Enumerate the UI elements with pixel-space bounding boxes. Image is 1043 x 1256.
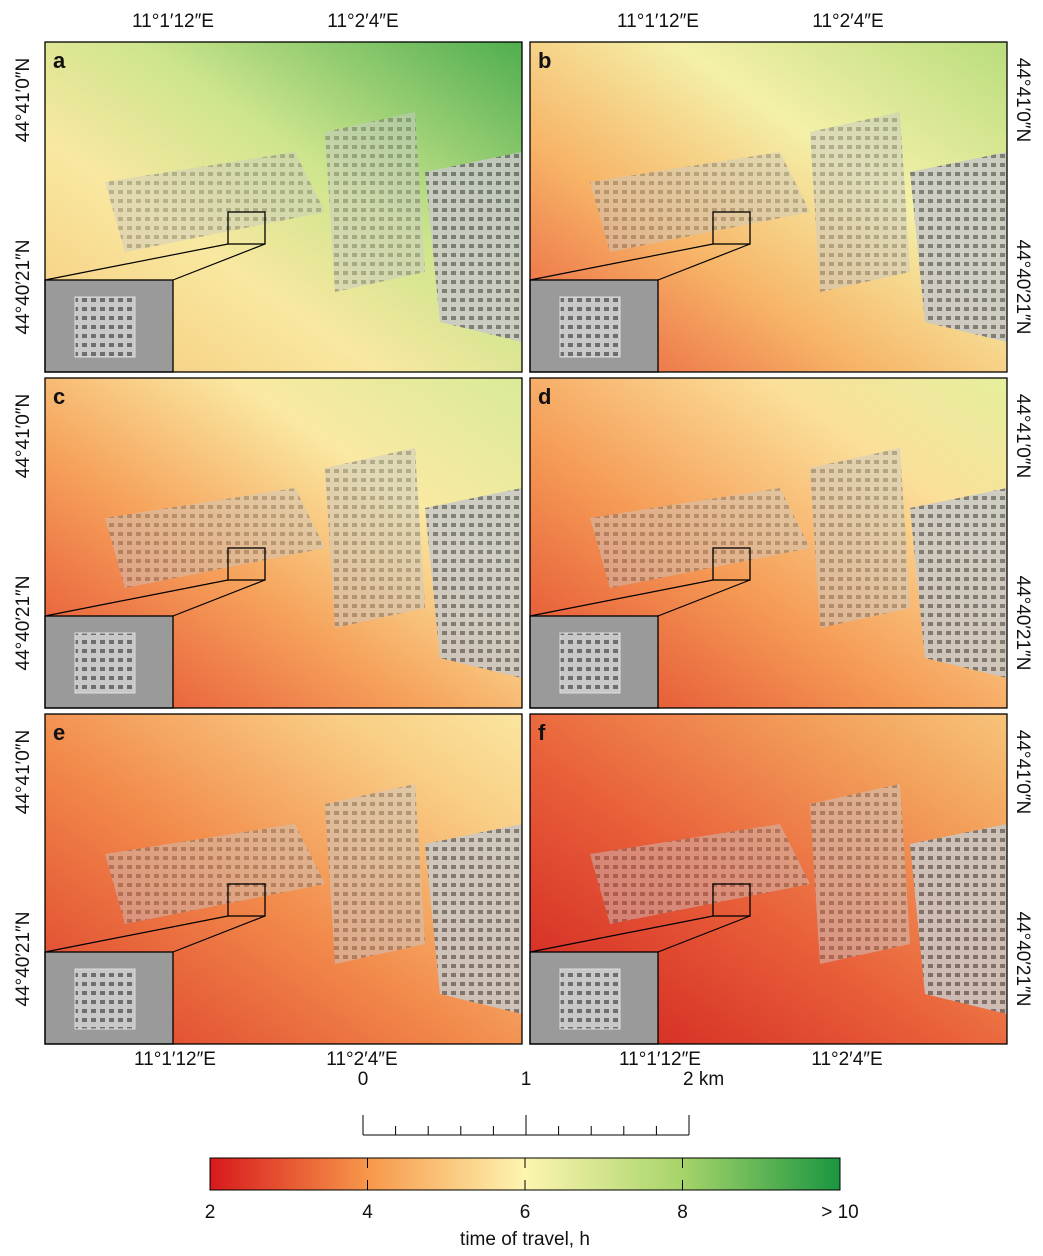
colorbar-label: 8	[677, 1202, 688, 1223]
latitude-label: 44°41′0″N	[1012, 394, 1033, 478]
longitude-label: 11°2′4″E	[326, 1049, 397, 1070]
colorbar-title: time of travel, h	[460, 1229, 590, 1250]
urban-area	[425, 824, 522, 1014]
legend: time of travel, h 0 1 2 km 2 4 6 8 > 10	[205, 1069, 859, 1250]
panel-letter: c	[53, 384, 65, 409]
urban-area	[325, 784, 425, 964]
colorbar-label: 6	[520, 1202, 531, 1223]
longitude-label: 11°2′4″E	[327, 11, 398, 32]
urban-area	[325, 448, 425, 628]
scale-label: 2 km	[683, 1069, 724, 1090]
urban-area	[325, 112, 425, 292]
panel-letter: d	[538, 384, 551, 409]
colorbar-label: 4	[362, 1202, 373, 1223]
panel-letter: a	[53, 48, 66, 73]
latitude-label: 44°40′21″N	[13, 911, 34, 1006]
panel-letter: b	[538, 48, 551, 73]
panel-letter: e	[53, 720, 65, 745]
panel-letter: f	[538, 720, 546, 745]
inset-building	[75, 633, 135, 693]
urban-area	[425, 152, 522, 342]
map-panel: d	[530, 378, 1007, 708]
urban-area	[910, 488, 1007, 678]
latitude-label: 44°41′0″N	[13, 394, 34, 478]
latitude-label: 44°40′21″N	[13, 575, 34, 670]
inset-building	[75, 297, 135, 357]
longitude-label: 11°1′12″E	[617, 11, 699, 32]
longitude-label: 11°1′12″E	[619, 1049, 701, 1070]
longitude-label: 11°2′4″E	[812, 11, 883, 32]
inset-building	[560, 297, 620, 357]
longitude-label: 11°2′4″E	[811, 1049, 882, 1070]
urban-area	[810, 448, 910, 628]
urban-area	[810, 784, 910, 964]
urban-area	[910, 152, 1007, 342]
latitude-label: 44°40′21″N	[13, 239, 34, 334]
urban-area	[910, 824, 1007, 1014]
inset-building	[560, 633, 620, 693]
latitude-label: 44°41′0″N	[1012, 730, 1033, 814]
map-panel: f	[530, 714, 1007, 1044]
map-panel: a	[45, 42, 522, 372]
latitude-label: 44°40′21″N	[1012, 911, 1033, 1006]
latitude-label: 44°40′21″N	[1012, 575, 1033, 670]
map-panels: a b c d e f 11°1′12″E 11°1′12″E 11°2′4″E 11°2′4″E…	[13, 11, 1033, 1070]
latitude-label: 44°40′21″N	[1012, 239, 1033, 334]
colorbar-label: 2	[205, 1202, 216, 1223]
urban-area	[425, 488, 522, 678]
latitude-label: 44°41′0″N	[1012, 58, 1033, 142]
latitude-label: 44°41′0″N	[13, 58, 34, 142]
urban-area	[810, 112, 910, 292]
map-panel: b	[530, 42, 1007, 372]
inset-building	[560, 969, 620, 1029]
scale-label: 1	[521, 1069, 532, 1090]
map-panel: e	[45, 714, 522, 1044]
map-panel: c	[45, 378, 522, 708]
longitude-label: 11°1′12″E	[134, 1049, 216, 1070]
latitude-label: 44°41′0″N	[13, 730, 34, 814]
inset-building	[75, 969, 135, 1029]
scale-label: 0	[358, 1069, 369, 1090]
longitude-label: 11°1′12″E	[132, 11, 214, 32]
figure: a b c d e f 11°1′12″E 11°1′12″E 11°2′4″E 11°2′4″E…	[0, 0, 1043, 1256]
colorbar-label: > 10	[821, 1202, 859, 1223]
